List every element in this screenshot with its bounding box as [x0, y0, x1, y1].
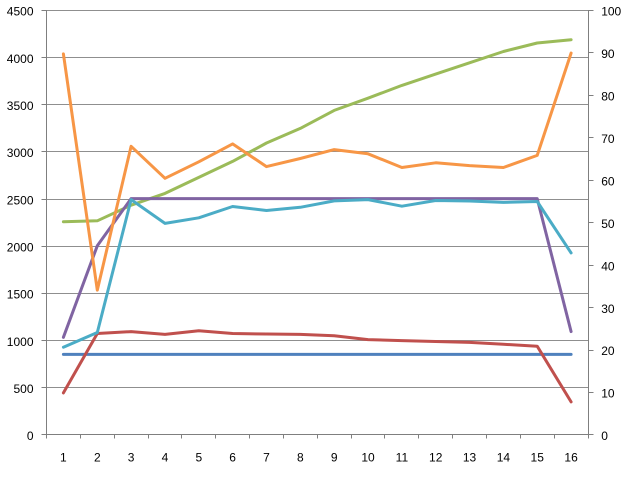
svg-text:0: 0: [27, 429, 34, 443]
svg-text:1500: 1500: [7, 288, 34, 302]
svg-text:4500: 4500: [7, 5, 34, 19]
svg-text:0: 0: [601, 429, 608, 443]
svg-text:2: 2: [94, 450, 101, 464]
svg-text:70: 70: [601, 132, 615, 146]
svg-text:20: 20: [601, 344, 615, 358]
svg-text:1000: 1000: [7, 335, 34, 349]
svg-text:2500: 2500: [7, 193, 34, 207]
svg-text:80: 80: [601, 90, 615, 104]
svg-text:10: 10: [361, 450, 375, 464]
svg-text:16: 16: [564, 450, 578, 464]
svg-text:6: 6: [229, 450, 236, 464]
svg-text:8: 8: [297, 450, 304, 464]
svg-text:7: 7: [263, 450, 270, 464]
svg-text:5: 5: [195, 450, 202, 464]
svg-text:4: 4: [162, 450, 169, 464]
svg-text:15: 15: [531, 450, 545, 464]
svg-text:2000: 2000: [7, 241, 34, 255]
svg-text:40: 40: [601, 259, 615, 273]
svg-text:3500: 3500: [7, 99, 34, 113]
svg-text:10: 10: [601, 387, 615, 401]
svg-text:13: 13: [463, 450, 477, 464]
svg-text:11: 11: [396, 450, 409, 464]
svg-text:100: 100: [601, 5, 621, 19]
svg-text:12: 12: [429, 450, 443, 464]
svg-text:90: 90: [601, 47, 615, 61]
svg-text:14: 14: [497, 450, 511, 464]
svg-text:4000: 4000: [7, 52, 34, 66]
svg-text:3000: 3000: [7, 146, 34, 160]
svg-text:60: 60: [601, 175, 615, 189]
svg-text:9: 9: [331, 450, 338, 464]
svg-text:3: 3: [128, 450, 135, 464]
svg-text:50: 50: [601, 217, 615, 231]
svg-text:1: 1: [60, 450, 67, 464]
svg-text:500: 500: [13, 382, 33, 396]
svg-text:30: 30: [601, 302, 615, 316]
